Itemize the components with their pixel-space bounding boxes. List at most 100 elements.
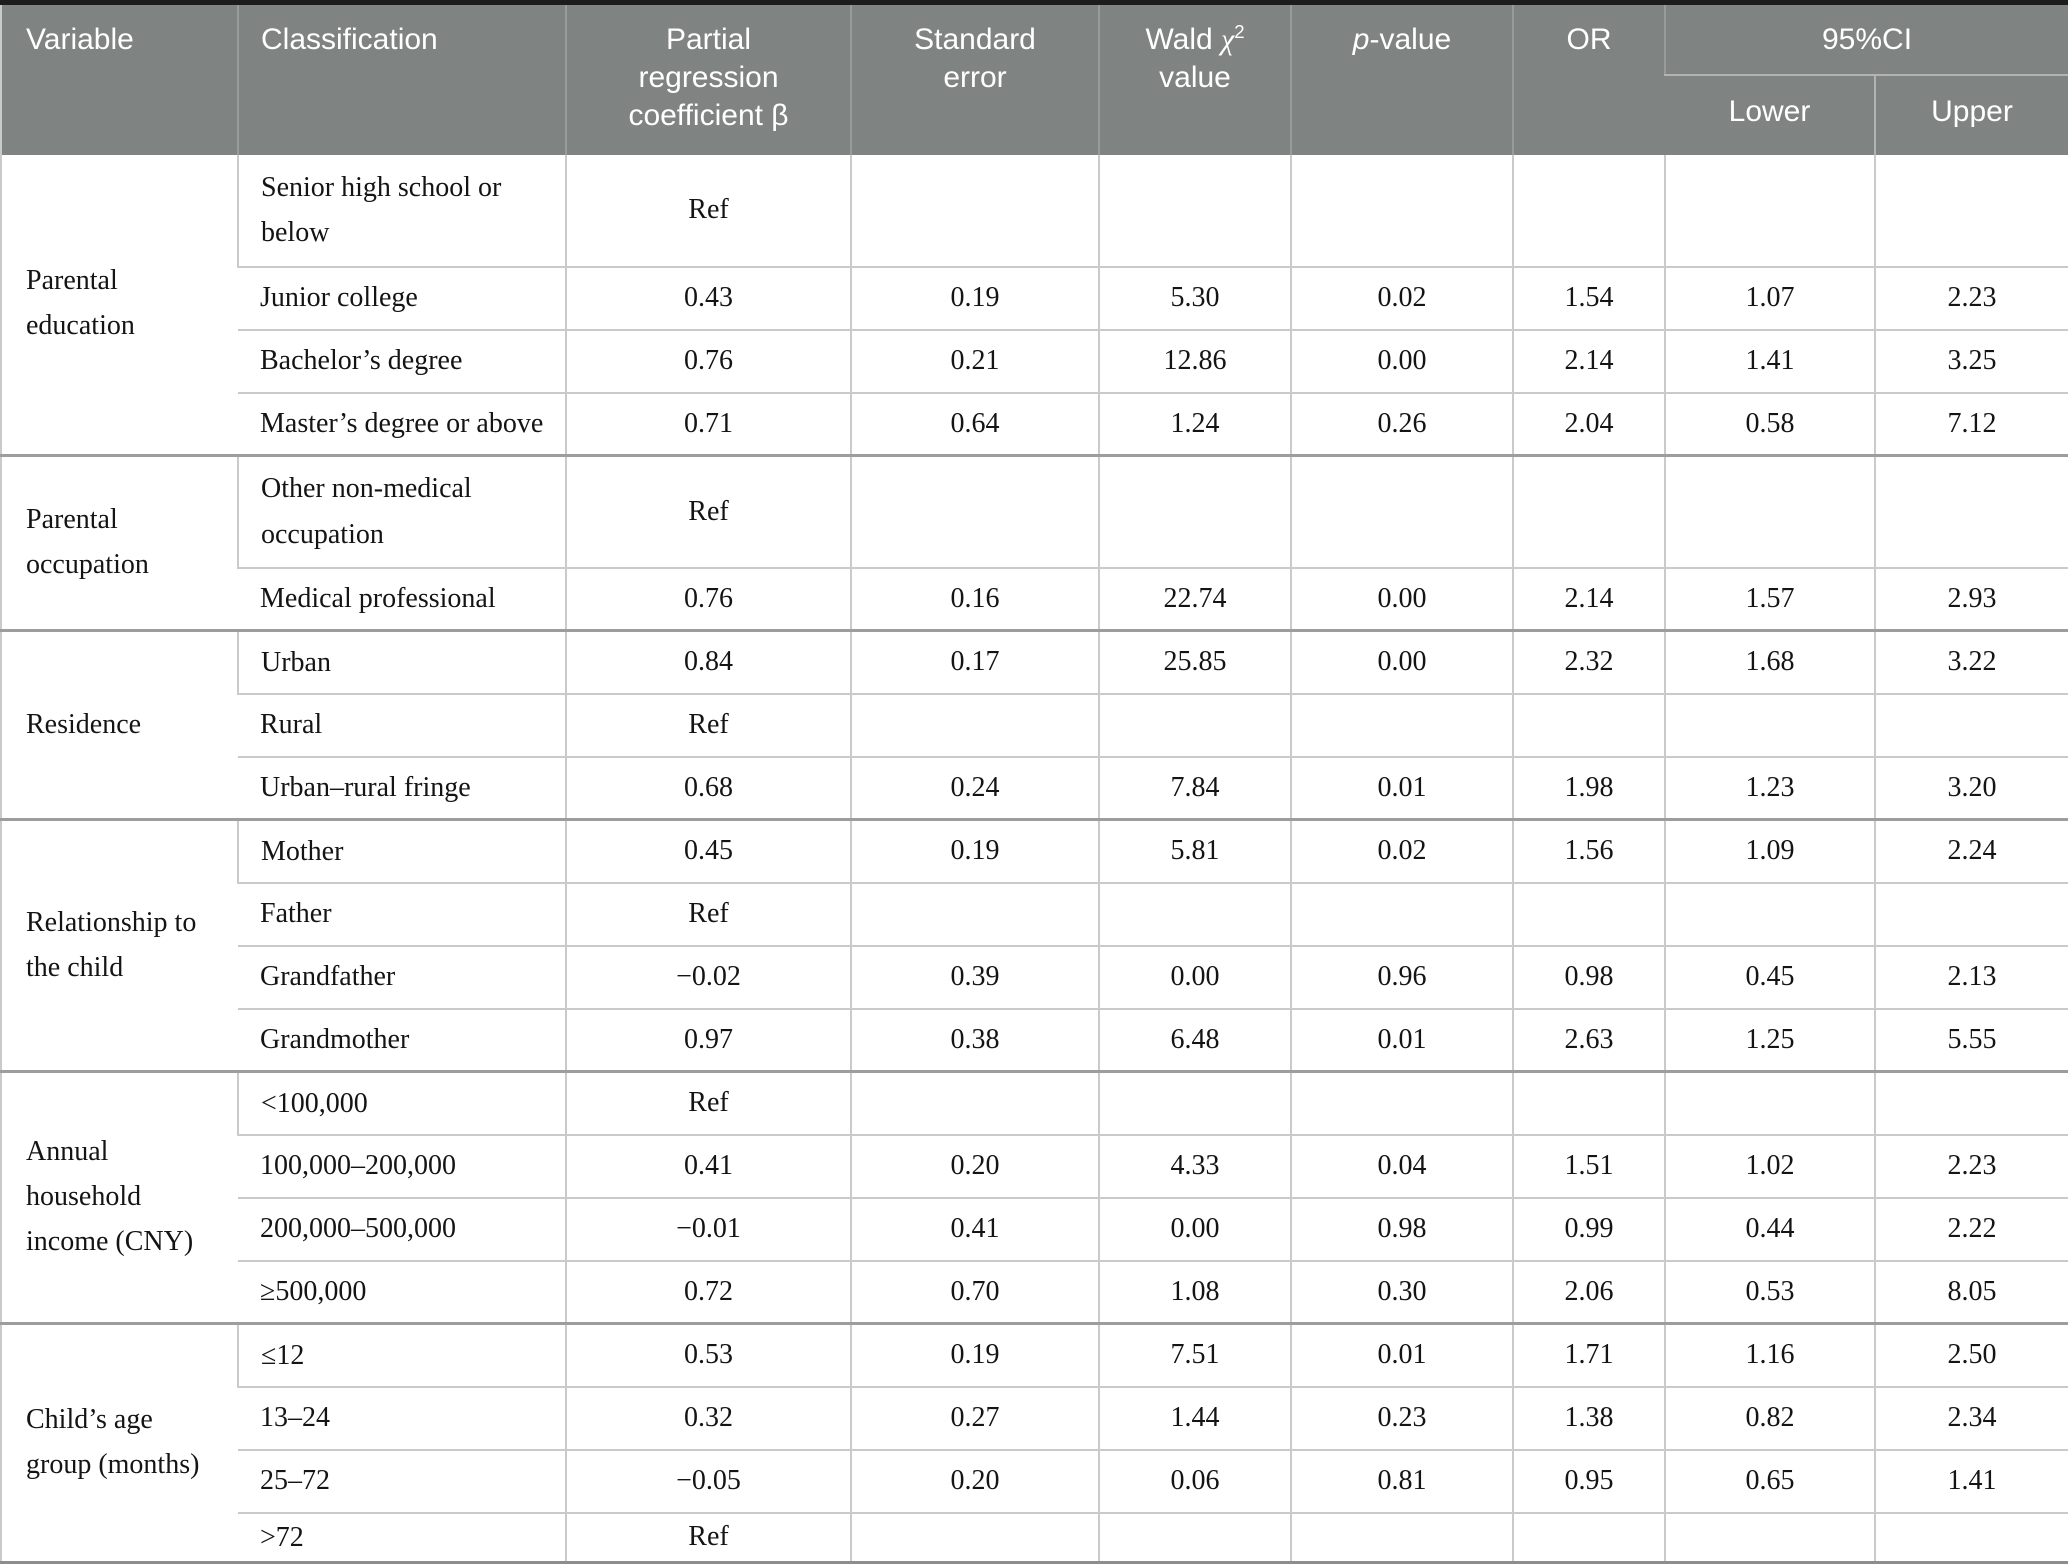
wald-cell: 25.85 bbox=[1098, 629, 1291, 694]
beta-cell: 0.45 bbox=[565, 818, 851, 883]
or-cell: 0.95 bbox=[1512, 1448, 1665, 1513]
lower-cell: 1.41 bbox=[1664, 328, 1875, 393]
classification-cell: Grandfather bbox=[238, 944, 566, 1009]
wald-cell: 0.00 bbox=[1098, 944, 1291, 1009]
p-cell: 0.96 bbox=[1290, 944, 1513, 1009]
col-header-ci-lower: Lower bbox=[1665, 74, 1875, 155]
upper-cell bbox=[1873, 1511, 2068, 1563]
classification-cell: 200,000–500,000 bbox=[238, 1196, 566, 1261]
table-row: 13–24 0.32 0.27 1.44 0.23 1.38 0.82 2.34 bbox=[1, 1385, 2068, 1450]
beta-cell: Ref bbox=[565, 154, 851, 267]
p-cell: 0.02 bbox=[1290, 818, 1513, 883]
beta-cell: 0.72 bbox=[565, 1259, 851, 1324]
wald-cell bbox=[1098, 1511, 1291, 1563]
beta-cell: Ref bbox=[565, 454, 851, 568]
upper-cell: 2.23 bbox=[1873, 265, 2068, 330]
header-row-ci: Lower Upper bbox=[1, 74, 2068, 155]
table-row: Rural Ref bbox=[1, 692, 2068, 757]
classification-cell: Mother bbox=[237, 818, 566, 883]
se-cell: 0.27 bbox=[850, 1385, 1099, 1450]
upper-cell: 3.22 bbox=[1873, 629, 2068, 694]
lower-cell: 1.09 bbox=[1664, 818, 1875, 883]
or-cell: 1.56 bbox=[1512, 818, 1665, 883]
or-cell bbox=[1512, 154, 1665, 267]
upper-cell: 5.55 bbox=[1873, 1007, 2068, 1072]
classification-cell: >72 bbox=[238, 1511, 566, 1563]
p-cell: 0.02 bbox=[1290, 265, 1513, 330]
table-row: Grandmother 0.97 0.38 6.48 0.01 2.63 1.25 5.55 bbox=[1, 1007, 2068, 1072]
beta-cell: 0.68 bbox=[565, 755, 851, 820]
classification-cell: Urban bbox=[237, 629, 566, 694]
classification-cell: <100,000 bbox=[237, 1070, 566, 1135]
classification-cell: 100,000–200,000 bbox=[238, 1133, 566, 1198]
wald-word: Wald bbox=[1145, 23, 1222, 56]
col-header-ci-upper: Upper bbox=[1873, 74, 2068, 155]
variable-cell: Child’s age group (months) bbox=[1, 1322, 238, 1563]
col-header-beta: Partial regression coefficient β bbox=[565, 2, 851, 155]
upper-cell: 3.25 bbox=[1873, 328, 2068, 393]
upper-cell: 8.05 bbox=[1873, 1259, 2068, 1324]
wald-cell: 7.84 bbox=[1098, 755, 1291, 820]
wald-cell: 7.51 bbox=[1098, 1322, 1291, 1387]
variable-cell: Annual household income (CNY) bbox=[1, 1070, 238, 1324]
wald-cell: 6.48 bbox=[1098, 1007, 1291, 1072]
lower-cell: 0.58 bbox=[1664, 391, 1875, 456]
table-row: ≥500,000 0.72 0.70 1.08 0.30 2.06 0.53 8.05 bbox=[1, 1259, 2068, 1324]
table-row: Annual household income (CNY) <100,000 Ref bbox=[1, 1070, 2068, 1324]
table-row: Child’s age group (months) ≤12 0.53 0.19 7.5… bbox=[1, 1322, 2068, 1563]
se-cell: 0.19 bbox=[850, 1322, 1099, 1387]
lower-cell: 0.53 bbox=[1664, 1259, 1875, 1324]
p-cell bbox=[1290, 692, 1513, 757]
se-cell bbox=[850, 1511, 1099, 1563]
se-cell: 0.38 bbox=[850, 1007, 1099, 1072]
table-header: Variable Classification Partial regressi… bbox=[1, 2, 2068, 155]
upper-cell: 1.41 bbox=[1873, 1448, 2068, 1513]
or-cell: 2.06 bbox=[1512, 1259, 1665, 1324]
upper-cell bbox=[1873, 881, 2068, 946]
or-cell bbox=[1512, 1070, 1665, 1135]
table-row: Father Ref bbox=[1, 881, 2068, 946]
lower-cell: 0.65 bbox=[1664, 1448, 1875, 1513]
or-cell: 1.98 bbox=[1512, 755, 1665, 820]
beta-cell: −0.05 bbox=[565, 1448, 851, 1513]
wald-cell: 5.81 bbox=[1098, 818, 1291, 883]
wald-cell: 1.08 bbox=[1098, 1259, 1291, 1324]
wald-cell: 1.24 bbox=[1098, 391, 1291, 456]
or-cell bbox=[1512, 692, 1665, 757]
table-row: Parental occupation Other non-medical occ… bbox=[1, 454, 2068, 631]
upper-cell: 2.34 bbox=[1873, 1385, 2068, 1450]
table-row: Parental education Senior high school or … bbox=[1, 154, 2068, 341]
table-row: 25–72 −0.05 0.20 0.06 0.81 0.95 0.65 1.41 bbox=[1, 1448, 2068, 1513]
lower-cell: 0.82 bbox=[1664, 1385, 1875, 1450]
beta-cell: 0.84 bbox=[565, 629, 851, 694]
or-cell bbox=[1512, 454, 1665, 568]
wald-cell: 0.00 bbox=[1098, 1196, 1291, 1261]
beta-cell: 0.53 bbox=[565, 1322, 851, 1387]
wald-value-word: value bbox=[1159, 61, 1231, 94]
wald-cell bbox=[1098, 692, 1291, 757]
wald-cell: 4.33 bbox=[1098, 1133, 1291, 1198]
beta-cell: 0.76 bbox=[565, 328, 851, 393]
p-cell: 0.00 bbox=[1290, 328, 1513, 393]
p-cell: 0.01 bbox=[1290, 1322, 1513, 1387]
upper-cell: 2.50 bbox=[1873, 1322, 2068, 1387]
or-cell: 2.32 bbox=[1512, 629, 1665, 694]
lower-cell: 1.07 bbox=[1664, 265, 1875, 330]
table-body: Parental education Senior high school or … bbox=[1, 154, 2068, 1563]
col-header-p-value: p-value bbox=[1290, 2, 1513, 155]
col-header-variable: Variable bbox=[1, 2, 238, 155]
se-cell bbox=[850, 692, 1099, 757]
lower-cell: 1.25 bbox=[1664, 1007, 1875, 1072]
upper-cell: 2.24 bbox=[1873, 818, 2068, 883]
beta-cell: Ref bbox=[565, 692, 851, 757]
p-cell: 0.23 bbox=[1290, 1385, 1513, 1450]
lower-cell bbox=[1664, 154, 1875, 267]
classification-cell: Other non-medical occupation bbox=[237, 454, 566, 568]
wald-cell: 5.30 bbox=[1098, 265, 1291, 330]
or-cell: 1.51 bbox=[1512, 1133, 1665, 1198]
lower-cell bbox=[1664, 881, 1875, 946]
upper-cell: 2.22 bbox=[1873, 1196, 2068, 1261]
upper-cell bbox=[1873, 154, 2068, 267]
lower-cell bbox=[1664, 454, 1875, 568]
